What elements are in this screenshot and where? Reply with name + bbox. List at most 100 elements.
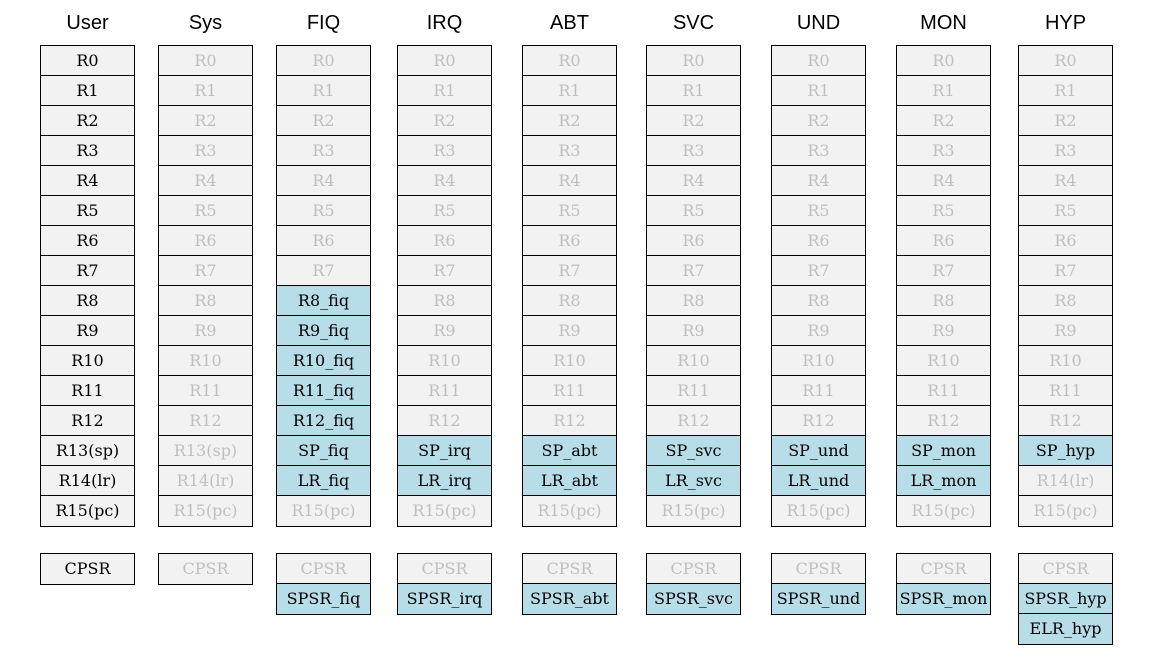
register-cell: SP_und: [772, 436, 865, 466]
status-register-cell: SPSR_hyp: [1019, 584, 1112, 614]
register-cell: R15(pc): [523, 496, 616, 526]
register-cell: R2: [772, 106, 865, 136]
register-cell: R2: [398, 106, 491, 136]
register-cell: R2: [897, 106, 990, 136]
register-cell: R5: [159, 196, 252, 226]
register-cell: R0: [41, 46, 134, 76]
register-cell: R1: [523, 76, 616, 106]
register-cell: R2: [159, 106, 252, 136]
register-cell: R1: [897, 76, 990, 106]
register-cell: R3: [277, 136, 370, 166]
register-cell: R4: [398, 166, 491, 196]
register-cell: R15(pc): [41, 496, 134, 526]
register-cell: SP_irq: [398, 436, 491, 466]
status-register-list: CPSR: [158, 553, 253, 585]
register-cell: R14(lr): [159, 466, 252, 496]
register-cell: R4: [523, 166, 616, 196]
register-cell: R4: [159, 166, 252, 196]
status-register-list: CPSR SPSR_mon: [896, 553, 991, 615]
register-cell: R7: [523, 256, 616, 286]
mode-header: IRQ: [426, 12, 463, 34]
register-cell: R10: [772, 346, 865, 376]
mode-header: SVC: [672, 12, 715, 34]
register-cell: R8: [647, 286, 740, 316]
status-register-cell: CPSR: [1019, 554, 1112, 584]
register-cell: LR_abt: [523, 466, 616, 496]
register-cell: R11: [523, 376, 616, 406]
register-list: R0 R1 R2 R3 R4 R5 R6 R7 R8 R9 R10 R11 R12 SP_und LR_un…: [771, 45, 866, 527]
status-register-cell: ELR_hyp: [1019, 614, 1112, 644]
register-cell: R3: [1019, 136, 1112, 166]
register-cell: R6: [523, 226, 616, 256]
register-cell: R15(pc): [647, 496, 740, 526]
register-cell: R2: [523, 106, 616, 136]
register-cell: LR_fiq: [277, 466, 370, 496]
register-cell: R14(lr): [41, 466, 134, 496]
status-register-list: CPSR SPSR_abt: [522, 553, 617, 615]
status-register-cell: CPSR: [41, 554, 134, 584]
register-cell: R12: [647, 406, 740, 436]
status-register-cell: SPSR_irq: [398, 584, 491, 614]
register-cell: R11: [1019, 376, 1112, 406]
register-cell: R9: [647, 316, 740, 346]
register-cell: R10: [398, 346, 491, 376]
mode-header: MON: [920, 12, 967, 34]
register-cell: LR_irq: [398, 466, 491, 496]
register-cell: SP_fiq: [277, 436, 370, 466]
register-cell: R10_fiq: [277, 346, 370, 376]
register-cell: R2: [1019, 106, 1112, 136]
status-register-cell: CPSR: [398, 554, 491, 584]
register-list: R0 R1 R2 R3 R4 R5 R6 R7 R8_fiq R9_fiq R10_fiq R11_f…: [276, 45, 371, 527]
status-register-list: CPSR SPSR_hyp ELR_hyp: [1018, 553, 1113, 645]
register-cell: R4: [277, 166, 370, 196]
register-cell: R8: [398, 286, 491, 316]
register-cell: R2: [277, 106, 370, 136]
mode-header: User: [66, 12, 109, 34]
register-cell: R8: [159, 286, 252, 316]
status-register-cell: CPSR: [159, 554, 252, 584]
status-register-cell: CPSR: [277, 554, 370, 584]
register-cell: R10: [523, 346, 616, 376]
register-cell: R0: [647, 46, 740, 76]
register-cell: R14(lr): [1019, 466, 1112, 496]
register-cell: R12: [772, 406, 865, 436]
mode-header: FIQ: [306, 12, 341, 34]
register-cell: R7: [1019, 256, 1112, 286]
register-cell: R9_fiq: [277, 316, 370, 346]
register-cell: R9: [897, 316, 990, 346]
register-cell: R15(pc): [772, 496, 865, 526]
register-cell: R9: [398, 316, 491, 346]
mode-header: Sys: [188, 12, 223, 34]
register-cell: R13(sp): [159, 436, 252, 466]
register-cell: R0: [897, 46, 990, 76]
register-cell: R0: [159, 46, 252, 76]
register-cell: R7: [277, 256, 370, 286]
register-cell: R5: [772, 196, 865, 226]
register-cell: R10: [647, 346, 740, 376]
register-cell: R1: [647, 76, 740, 106]
register-cell: LR_und: [772, 466, 865, 496]
register-cell: R10: [897, 346, 990, 376]
register-cell: R9: [1019, 316, 1112, 346]
register-cell: R4: [41, 166, 134, 196]
status-register-list: CPSR SPSR_irq: [397, 553, 492, 615]
status-register-cell: SPSR_mon: [897, 584, 990, 614]
status-register-cell: SPSR_und: [772, 584, 865, 614]
register-cell: R7: [41, 256, 134, 286]
register-cell: R5: [523, 196, 616, 226]
mode-header: ABT: [550, 12, 589, 34]
register-cell: R8: [41, 286, 134, 316]
register-cell: R12: [159, 406, 252, 436]
register-cell: R4: [647, 166, 740, 196]
register-cell: R6: [897, 226, 990, 256]
register-cell: R15(pc): [398, 496, 491, 526]
register-cell: R0: [1019, 46, 1112, 76]
register-cell: R3: [41, 136, 134, 166]
register-cell: R11: [159, 376, 252, 406]
register-cell: R8: [1019, 286, 1112, 316]
register-cell: R6: [1019, 226, 1112, 256]
register-cell: SP_mon: [897, 436, 990, 466]
register-cell: R5: [41, 196, 134, 226]
status-register-cell: SPSR_fiq: [277, 584, 370, 614]
register-cell: R11_fiq: [277, 376, 370, 406]
